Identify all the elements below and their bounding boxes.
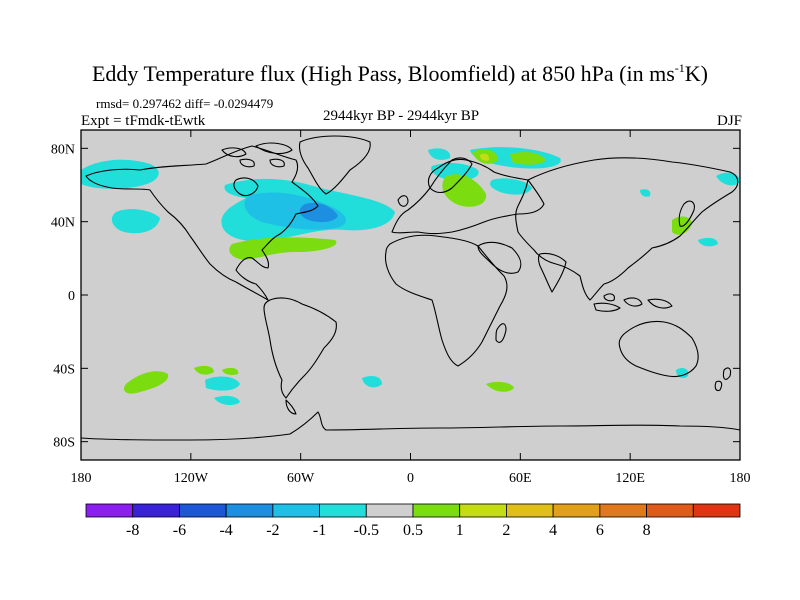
colorbar-swatch bbox=[692, 503, 741, 518]
lon-tick-label: 120E bbox=[615, 471, 645, 486]
anomaly-negative-patch bbox=[676, 368, 689, 378]
colorbar-label: 2 bbox=[502, 522, 510, 539]
colorbar-swatch bbox=[459, 503, 507, 518]
lon-tick-label: 180 bbox=[71, 471, 92, 486]
anomaly-positive-patch bbox=[222, 367, 239, 375]
coastline-new-zealand bbox=[714, 367, 732, 392]
anomaly-negative-patch bbox=[698, 237, 718, 247]
colorbar-label: 1 bbox=[456, 522, 464, 539]
colorbar-swatch bbox=[85, 503, 134, 518]
anomaly-negative-patch bbox=[490, 178, 532, 195]
longitude-axis: 180 120W 60W 0 60E 120E 180 bbox=[71, 130, 751, 486]
anomaly-negative-patch bbox=[640, 189, 651, 197]
map-background bbox=[81, 130, 740, 460]
coastline-asia bbox=[515, 157, 739, 301]
coastlines bbox=[81, 135, 740, 441]
anomaly-negative-patch bbox=[428, 148, 451, 160]
anomaly-positive-patch bbox=[672, 216, 692, 235]
period-label: 2944kyr BP - 2944kyr BP bbox=[323, 108, 480, 124]
colorbar-label: -6 bbox=[173, 522, 186, 539]
colorbar-swatch bbox=[552, 503, 601, 518]
coastline-north-america bbox=[85, 145, 319, 301]
lat-tick-label: 0 bbox=[68, 289, 75, 304]
colorbar-swatch bbox=[272, 503, 320, 518]
colorbar-label: -8 bbox=[126, 522, 139, 539]
anomaly-positive-patch bbox=[486, 381, 514, 392]
coastline-africa bbox=[384, 234, 508, 367]
lon-tick-label: 0 bbox=[407, 471, 414, 486]
coastline-britain bbox=[397, 195, 409, 207]
lon-tick-label: 60W bbox=[287, 471, 315, 486]
coastline-greenland bbox=[298, 135, 371, 195]
anomaly-positive-patch bbox=[510, 152, 546, 165]
colorbar-swatch bbox=[132, 503, 180, 518]
chart-title: Eddy Temperature flux (High Pass, Bloomf… bbox=[0, 62, 800, 85]
colorbar-swatch bbox=[179, 503, 227, 518]
anomaly-negative-patch bbox=[205, 376, 240, 391]
lon-tick-label: 120W bbox=[174, 471, 209, 486]
colorbar-swatch bbox=[506, 503, 554, 518]
anomaly-positive-patch bbox=[123, 371, 169, 394]
lat-tick-label: 80N bbox=[51, 142, 75, 157]
anomaly-positive-patch bbox=[194, 365, 214, 375]
coastline-arctic-islands bbox=[221, 142, 293, 168]
lat-tick-label: 40S bbox=[53, 362, 75, 377]
anomaly-negative-patch bbox=[81, 159, 159, 189]
lat-tick-label: 40N bbox=[51, 216, 75, 231]
colorbar-swatch bbox=[646, 503, 694, 518]
coastline-antarctic-peninsula bbox=[285, 399, 297, 415]
anomaly-negative-patch bbox=[299, 202, 338, 223]
coastline-hudson-bay bbox=[233, 177, 259, 197]
anomaly-positive-patch bbox=[480, 153, 490, 161]
colorbar-label: 6 bbox=[596, 522, 604, 539]
colorbar-label: -1 bbox=[313, 522, 326, 539]
colorbar-label: -0.5 bbox=[354, 522, 379, 539]
colorbar-label: -2 bbox=[266, 522, 279, 539]
colorbar-swatch bbox=[225, 503, 274, 518]
latitude-axis: 80N 40N 0 40S 80S bbox=[51, 142, 740, 451]
anomaly-negative-patch bbox=[716, 172, 740, 186]
colorbar-swatch bbox=[599, 503, 647, 518]
anomaly-negative-patch bbox=[431, 163, 479, 181]
coastline-antarctica bbox=[81, 411, 740, 441]
coastline-indonesia bbox=[593, 293, 673, 312]
colorbar-label: -4 bbox=[219, 522, 232, 539]
season-label: DJF bbox=[716, 113, 742, 129]
anomaly-negative-patch bbox=[362, 376, 382, 388]
experiment-label: Expt = tFmdk-tEwtk bbox=[81, 113, 206, 129]
coastline-arabia bbox=[477, 241, 522, 274]
title-superscript: -1 bbox=[674, 61, 685, 75]
anomaly-negative-patch bbox=[214, 395, 240, 406]
colorbar-swatch bbox=[365, 503, 414, 518]
colorbar-label: 4 bbox=[549, 522, 557, 539]
colorbar-swatch bbox=[412, 503, 461, 518]
coastline-india bbox=[537, 252, 567, 293]
colorbar-swatch bbox=[319, 503, 367, 518]
colorbar-label: 0.5 bbox=[403, 522, 423, 539]
anomaly-positive-patch bbox=[229, 237, 337, 260]
stats-line: rmsd= 0.297462 diff= -0.0294479 bbox=[96, 96, 274, 111]
title-tail: K) bbox=[684, 61, 708, 86]
lon-tick-label: 180 bbox=[730, 471, 751, 486]
anomaly-positive-patch bbox=[442, 174, 487, 207]
coastline-south-america bbox=[263, 297, 337, 399]
colorbar-label: 8 bbox=[643, 522, 651, 539]
coastline-madagascar bbox=[495, 323, 507, 343]
lat-tick-label: 80S bbox=[53, 436, 75, 451]
title-main: Eddy Temperature flux (High Pass, Bloomf… bbox=[91, 61, 675, 86]
anomaly-fields bbox=[81, 147, 740, 406]
coastline-japan bbox=[678, 200, 695, 227]
colorbar: -8 -6 -4 -2 -1 -0.5 0.5 1 2 4 6 8 bbox=[85, 503, 741, 539]
anomaly-negative-patch bbox=[111, 209, 160, 234]
coastline-australia bbox=[618, 320, 699, 378]
lon-tick-label: 60E bbox=[509, 471, 532, 486]
coastline-scandinavia bbox=[429, 157, 473, 194]
